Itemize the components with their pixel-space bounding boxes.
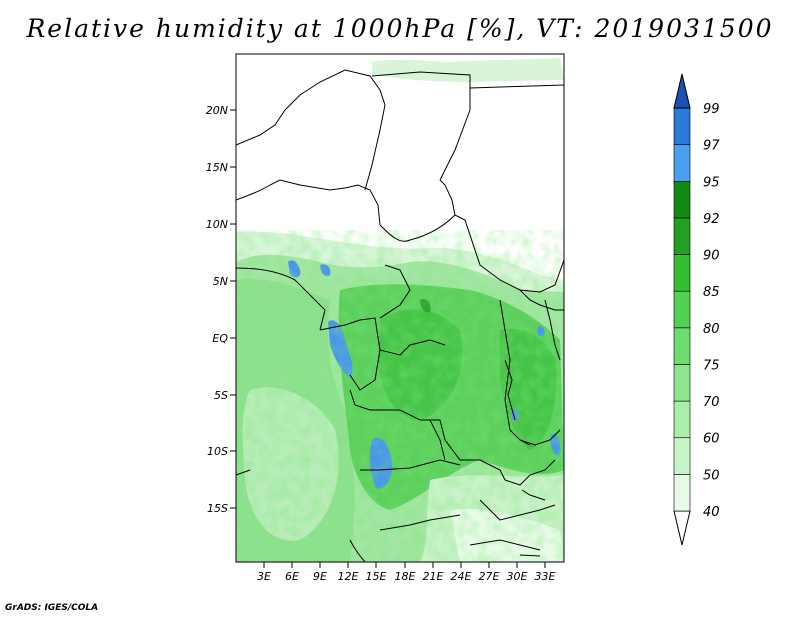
grads-credit: GrADS: IGES/COLA <box>5 603 99 613</box>
colorbar-segment <box>673 180 691 219</box>
colorbar-label: 75 <box>703 358 720 373</box>
colorbar-segment <box>673 327 691 365</box>
colorbar-segment <box>673 364 691 402</box>
map-frame <box>235 53 565 563</box>
lat-label: EQ <box>212 332 228 345</box>
colorbar-label: 92 <box>703 212 720 227</box>
colorbar-label: 99 <box>703 102 720 117</box>
colorbar-segment <box>673 107 691 145</box>
lat-label: 15N <box>206 161 228 174</box>
colorbar-label: 70 <box>703 395 720 410</box>
lat-axis: 20N 15N 10N 5N EQ 5S 10S 15S <box>206 104 236 515</box>
lat-label: 10N <box>206 218 228 231</box>
colorbar-label: 50 <box>703 468 720 483</box>
colorbar-label: 40 <box>703 505 720 520</box>
colorbar-label: 60 <box>703 432 720 447</box>
lon-label: 6E <box>285 570 299 583</box>
colorbar-segment <box>673 290 691 329</box>
colorbar-segment <box>673 510 691 546</box>
lon-label: 21E <box>423 570 444 583</box>
lon-label: 18E <box>395 570 416 583</box>
colorbar-label: 90 <box>703 249 720 264</box>
lon-axis: 3E 6E 9E 12E 15E 18E 21E 24E 27E 30E 33E <box>257 562 556 583</box>
lat-label: 5S <box>214 389 228 402</box>
lon-label: 12E <box>338 570 359 583</box>
colorbar-segment <box>673 400 691 439</box>
lon-label: 27E <box>479 570 500 583</box>
map-title: Relative humidity at 1000hPa [%], VT: 20… <box>26 14 774 43</box>
lon-label: 33E <box>535 570 556 583</box>
colorbar-segment <box>673 254 691 292</box>
lat-label: 5N <box>213 275 228 288</box>
lat-label: 10S <box>207 445 228 458</box>
colorbar-label: 85 <box>703 285 720 300</box>
colorbar-label: 97 <box>703 139 720 154</box>
colorbar-segment <box>673 437 691 475</box>
colorbar: 40 50 60 70 75 80 85 90 92 95 97 99 <box>673 73 720 546</box>
lon-label: 30E <box>507 570 528 583</box>
colorbar-segment <box>673 73 691 109</box>
lat-label: 15S <box>207 502 228 515</box>
lon-label: 24E <box>451 570 472 583</box>
colorbar-segment <box>673 217 691 255</box>
lon-label: 9E <box>313 570 327 583</box>
colorbar-segment <box>673 474 691 512</box>
colorbar-label: 95 <box>703 175 720 190</box>
country-borders <box>236 69 564 562</box>
lat-label: 20N <box>206 104 228 117</box>
colorbar-label: 80 <box>703 322 720 337</box>
colorbar-segment <box>673 144 691 182</box>
lon-label: 3E <box>257 570 271 583</box>
humidity-field <box>236 54 564 562</box>
lon-label: 15E <box>366 570 387 583</box>
